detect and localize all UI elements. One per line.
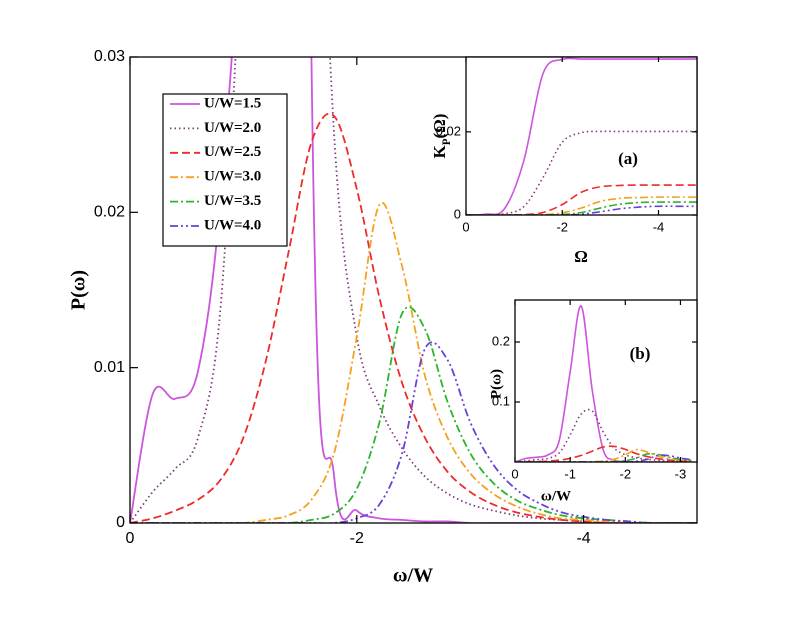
- panel: 0 -1 -2 -3 0.1 0.2 ω/W P(ω) (b): [488, 299, 698, 504]
- legend-label: U/W=3.0: [204, 169, 261, 185]
- legend-label: U/W=1.5: [204, 95, 261, 111]
- plot-background: [515, 300, 697, 462]
- y-axis-label-part: P: [441, 138, 453, 145]
- axes-frame: [465, 56, 698, 216]
- series-line: [466, 205, 697, 215]
- series-line: [515, 445, 692, 462]
- series-line: [515, 454, 692, 462]
- series-line: [130, 341, 697, 523]
- axes-frame: [514, 299, 698, 463]
- series-line: [466, 196, 697, 215]
- x-tick-label: 0: [511, 466, 518, 481]
- x-tick-label: -2: [350, 530, 364, 547]
- x-tick-label: 0: [126, 530, 135, 547]
- legend-label: U/W=4.0: [204, 217, 261, 233]
- x-tick-label: -3: [675, 466, 687, 481]
- y-tick-label: 0: [116, 514, 125, 531]
- y-axis-label: P(ω): [488, 369, 504, 399]
- x-tick-label: -1: [564, 466, 576, 481]
- series-line: [515, 448, 692, 462]
- plot-background: [466, 57, 697, 215]
- x-axis-label: ω/W: [541, 488, 571, 504]
- x-axis-label: Ω: [574, 247, 588, 266]
- series-line: [130, 201, 697, 523]
- legend-label: U/W=3.5: [204, 193, 261, 209]
- legend-label: U/W=2.5: [204, 144, 261, 160]
- legend: U/W=1.5 U/W=2.0 U/W=2.5 U/W=3.0 U/W=3.5 U/W=4…: [162, 93, 288, 247]
- axes-frame: [129, 56, 698, 524]
- y-tick-label: 0.1: [492, 393, 510, 408]
- y-tick-label: 0: [454, 206, 461, 221]
- x-tick-label: -4: [653, 219, 665, 234]
- series-line: [466, 184, 697, 215]
- y-tick-label: 0.03: [94, 48, 125, 65]
- legend-label: U/W=2.0: [204, 120, 261, 136]
- x-tick-label: -2: [556, 219, 568, 234]
- series-line: [466, 201, 697, 215]
- legend-box: [162, 93, 288, 247]
- series-line: [515, 305, 692, 462]
- x-tick-label: -4: [576, 530, 590, 547]
- y-tick-label: 0.02: [436, 123, 461, 138]
- y-axis-label: P(ω): [68, 270, 90, 310]
- panel: 0 -2 -4 0 0.02 Ω KP(Ω) (a): [430, 56, 698, 266]
- series-group: [515, 305, 692, 462]
- y-tick-label: 0.02: [94, 204, 125, 221]
- y-tick-label: 0.2: [492, 333, 510, 348]
- y-axis-label-part: K: [430, 144, 449, 158]
- x-axis-label: ω/W: [393, 565, 433, 587]
- annotation: (a): [618, 149, 638, 168]
- series-line: [515, 408, 692, 462]
- annotation: (b): [630, 344, 651, 363]
- x-tick-label: -2: [620, 466, 632, 481]
- y-axis-label-part: (Ω): [430, 114, 449, 139]
- x-tick-label: 0: [462, 219, 469, 234]
- y-axis-label: KP(Ω): [430, 114, 453, 159]
- y-tick-label: 0.01: [94, 359, 125, 376]
